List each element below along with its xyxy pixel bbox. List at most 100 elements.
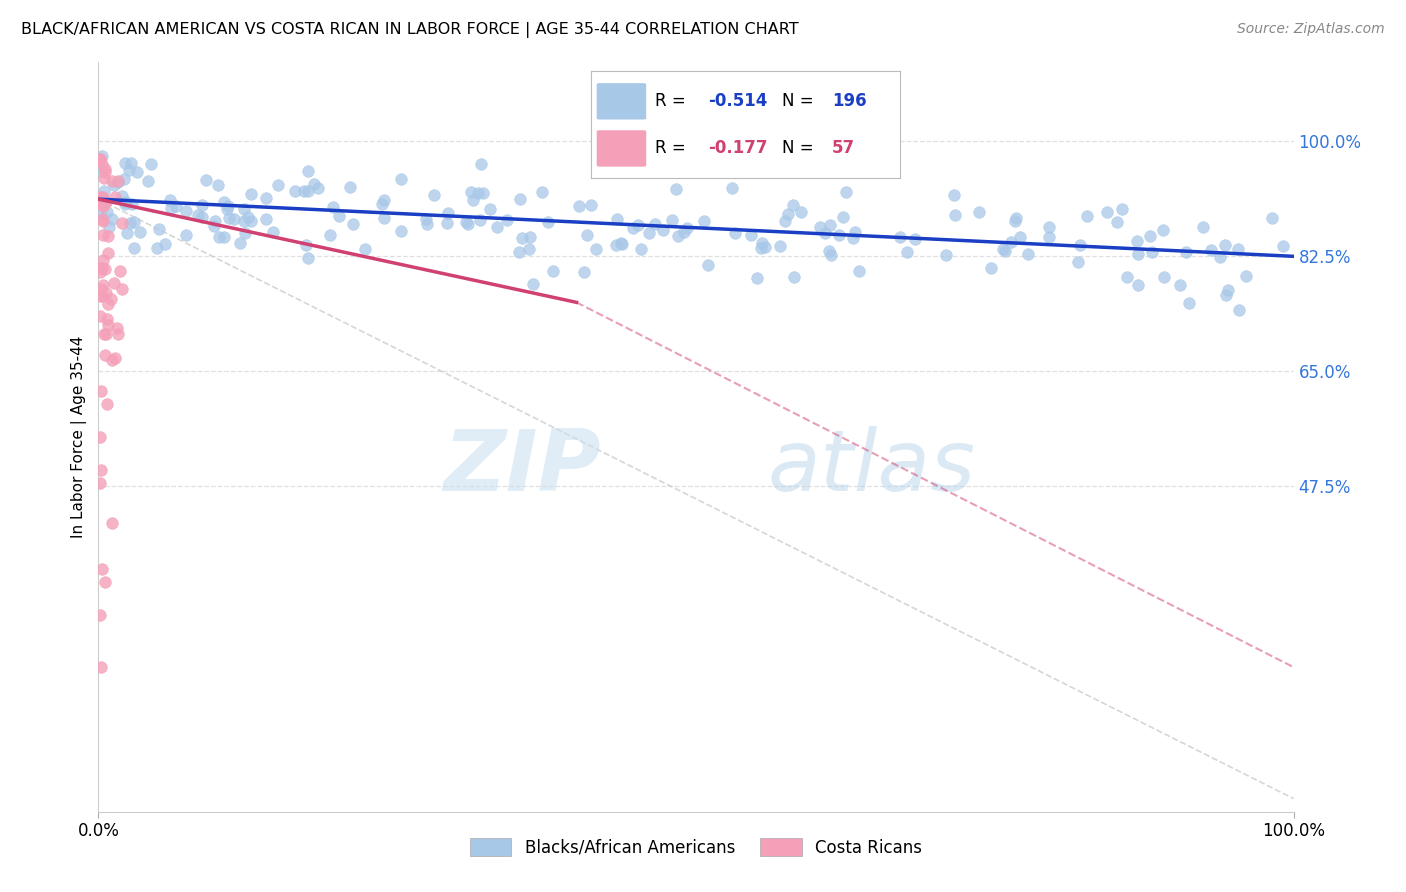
Point [122, 241, 145, 255]
Point [101, 212, 124, 227]
Text: R =: R = [655, 139, 692, 157]
Point [943, 188, 966, 202]
Point [422, 188, 444, 202]
Point [89, 430, 111, 444]
Point [319, 228, 342, 243]
Point [111, 216, 134, 230]
Point [90, 208, 112, 222]
Point [96, 397, 118, 411]
Point [1126, 247, 1149, 261]
Point [93, 195, 115, 210]
Point [373, 193, 395, 207]
Point [1140, 244, 1163, 259]
Point [371, 196, 394, 211]
Point [93, 197, 115, 211]
Point [814, 226, 837, 240]
Point [1271, 239, 1294, 253]
Point [1008, 230, 1031, 244]
Point [93, 262, 115, 277]
Point [328, 209, 350, 223]
Point [90, 149, 112, 163]
Point [508, 244, 530, 259]
Point [101, 174, 124, 188]
Point [194, 173, 217, 187]
Point [1017, 246, 1039, 260]
Legend: Blacks/African Americans, Costa Ricans: Blacks/African Americans, Costa Ricans [463, 832, 929, 863]
Point [844, 225, 866, 239]
Point [994, 244, 1017, 259]
Point [155, 236, 177, 251]
Point [1038, 220, 1060, 235]
Point [1153, 270, 1175, 285]
Point [97, 246, 120, 260]
Point [832, 210, 855, 224]
Point [1215, 288, 1237, 302]
Point [136, 174, 159, 188]
Point [104, 351, 127, 366]
Point [1004, 214, 1026, 228]
Point [828, 228, 851, 243]
Point [889, 229, 911, 244]
Point [1116, 270, 1139, 285]
Point [517, 242, 540, 256]
Point [696, 258, 718, 272]
Point [1139, 228, 1161, 243]
Point [835, 186, 858, 200]
Text: BLACK/AFRICAN AMERICAN VS COSTA RICAN IN LABOR FORCE | AGE 35-44 CORRELATION CHA: BLACK/AFRICAN AMERICAN VS COSTA RICAN IN… [21, 22, 799, 38]
Point [509, 192, 531, 206]
Point [661, 213, 683, 227]
Point [1227, 302, 1250, 317]
Point [207, 178, 229, 192]
Point [457, 217, 479, 231]
Point [943, 208, 966, 222]
Point [108, 264, 131, 278]
Point [262, 225, 284, 239]
Point [389, 223, 412, 237]
Point [437, 206, 460, 220]
Point [159, 193, 181, 207]
Text: ZIP: ZIP [443, 425, 600, 508]
Point [1111, 202, 1133, 216]
Point [576, 228, 599, 243]
Point [1105, 215, 1128, 229]
Point [90, 289, 112, 303]
Point [208, 229, 231, 244]
Point [93, 184, 115, 198]
Point [218, 211, 240, 225]
Point [93, 170, 115, 185]
Point [97, 318, 120, 332]
Point [90, 164, 112, 178]
Point [651, 223, 673, 237]
Point [531, 186, 554, 200]
Point [96, 312, 118, 326]
Point [773, 213, 796, 227]
Point [240, 186, 263, 201]
Point [991, 242, 1014, 256]
Point [121, 197, 143, 211]
Point [97, 229, 120, 244]
Point [415, 212, 437, 227]
Point [90, 463, 112, 477]
Point [510, 231, 533, 245]
Point [461, 193, 484, 207]
Point [460, 186, 482, 200]
Point [1168, 277, 1191, 292]
Point [91, 561, 114, 575]
Point [776, 207, 799, 221]
Point [229, 236, 252, 251]
Point [1000, 235, 1022, 249]
Point [896, 244, 918, 259]
Point [91, 227, 114, 242]
Point [111, 189, 134, 203]
Point [90, 660, 112, 674]
Point [89, 264, 111, 278]
Point [297, 164, 319, 178]
Point [222, 212, 245, 227]
Point [1199, 243, 1222, 257]
Point [91, 277, 114, 292]
Point [91, 261, 114, 276]
Point [90, 156, 112, 170]
Text: R =: R = [655, 93, 692, 111]
Point [125, 165, 148, 179]
Point [91, 189, 114, 203]
